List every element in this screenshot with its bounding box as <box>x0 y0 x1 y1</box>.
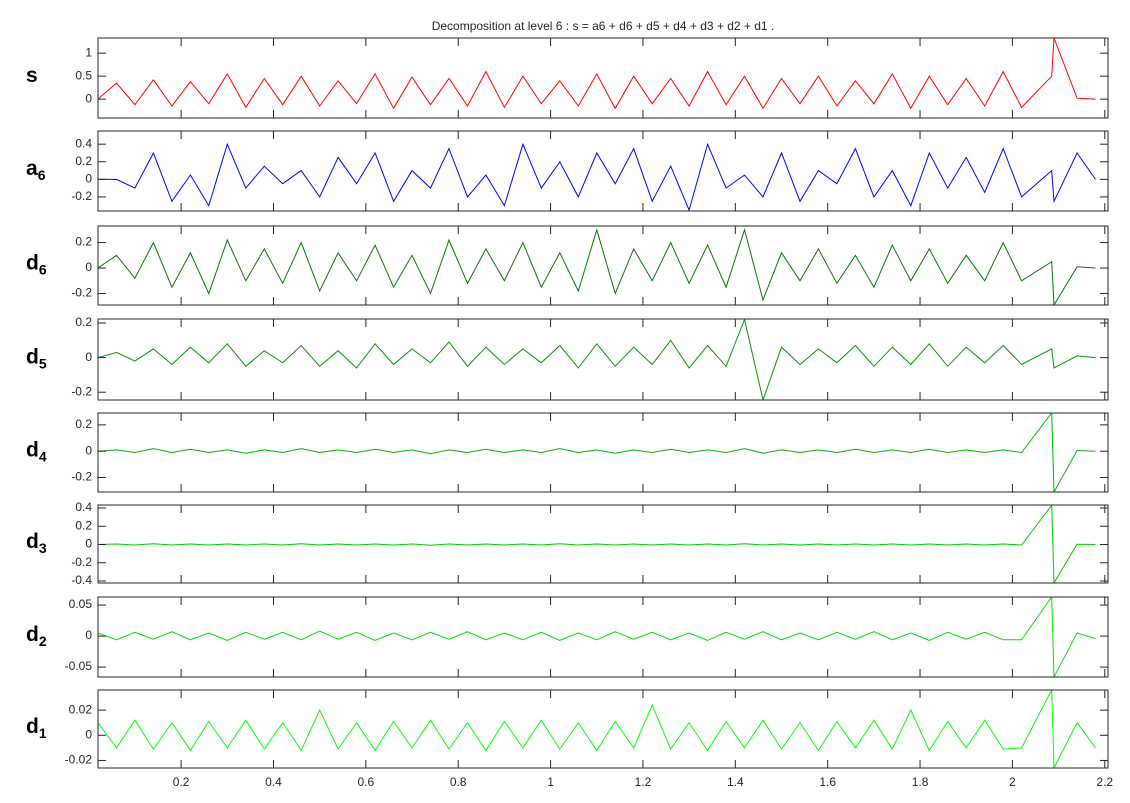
y-tick-label: -0.4 <box>71 573 92 587</box>
panel-label-sub: 6 <box>39 261 47 277</box>
x-tick-label: 2.2 <box>1096 775 1113 789</box>
plot-area <box>98 226 1108 305</box>
axes-box <box>97 225 1109 306</box>
y-tick-label: -0.02 <box>65 753 93 767</box>
y-tick-label: -0.2 <box>71 189 92 203</box>
panel-label: s <box>26 64 38 87</box>
signal-line <box>98 228 1096 305</box>
signal-line <box>98 597 1096 677</box>
x-tick-label: 1.6 <box>819 775 836 789</box>
panel-label-base: d <box>26 715 39 738</box>
y-tick-label: -0.2 <box>71 470 92 484</box>
axes-box <box>97 596 1109 678</box>
plot-area <box>98 413 1108 492</box>
x-tick-label: 0.4 <box>265 775 282 789</box>
panel-label-sub: 1 <box>39 725 47 741</box>
axes-box <box>97 130 1109 212</box>
signal-line <box>98 690 1096 768</box>
chart-title: Decomposition at level 6 : s = a6 + d6 +… <box>432 19 775 33</box>
x-tick-label: 1.8 <box>912 775 929 789</box>
y-tick-label: 0 <box>85 628 92 642</box>
y-tick-label: 1 <box>85 45 92 59</box>
y-tick-label: 0 <box>85 537 92 551</box>
axes-box <box>97 504 1109 584</box>
panel-label: d2 <box>26 623 47 649</box>
y-tick-label: 0.4 <box>75 136 92 150</box>
y-tick-label: -0.2 <box>71 384 92 398</box>
x-tick-label: 2 <box>1009 775 1016 789</box>
panel-label: d5 <box>26 345 47 371</box>
y-tick-label: 0.2 <box>75 315 92 329</box>
y-tick-label: 0.4 <box>75 500 92 514</box>
panel-label-sub: 6 <box>38 167 46 183</box>
y-tick-label: -0.2 <box>71 555 92 569</box>
panel-label-base: d <box>26 623 39 646</box>
panel-label: d6 <box>26 251 47 277</box>
y-tick-label: 0.2 <box>75 235 92 249</box>
signal-line <box>98 142 1096 211</box>
y-tick-label: 0 <box>85 727 92 741</box>
x-tick-label: 1.4 <box>727 775 744 789</box>
y-tick-label: -0.2 <box>71 286 92 300</box>
panel-label: a6 <box>26 157 46 183</box>
y-tick-label: 0.2 <box>75 518 92 532</box>
y-tick-label: 0.02 <box>69 702 93 716</box>
x-tick-label: 1 <box>547 775 554 789</box>
x-tick-label: 0.6 <box>358 775 375 789</box>
y-tick-label: 0 <box>85 443 92 457</box>
panel-label: d4 <box>26 438 47 464</box>
plot-area <box>98 319 1108 400</box>
panel-label: d1 <box>26 715 47 741</box>
signal-line <box>98 505 1096 583</box>
y-tick-label: 0.5 <box>75 68 92 82</box>
y-tick-label: 0 <box>85 172 92 186</box>
axes-box <box>97 318 1109 401</box>
panel-label-sub: 2 <box>39 633 47 649</box>
panel-label-base: d <box>26 530 39 553</box>
panel-label-base: d <box>26 251 39 274</box>
panel-label: d3 <box>26 530 47 556</box>
plot-area <box>98 690 1108 768</box>
panel-label-base: d <box>26 345 39 368</box>
panel-label-base: a <box>26 157 38 180</box>
x-tick-label: 0.8 <box>450 775 467 789</box>
signal-line <box>98 413 1096 492</box>
y-tick-label: -0.05 <box>65 659 93 673</box>
panel-label-sub: 4 <box>39 448 47 464</box>
signal-line <box>98 319 1096 400</box>
axes-box <box>97 37 1109 119</box>
plot-area <box>98 38 1108 118</box>
axes-box <box>97 412 1109 493</box>
panel-label-sub: 5 <box>39 355 47 371</box>
panel-label-base: s <box>26 64 38 87</box>
panel-label-base: d <box>26 438 39 461</box>
y-tick-label: 0 <box>85 350 92 364</box>
x-tick-label: 0.2 <box>173 775 190 789</box>
y-tick-label: 0.2 <box>75 417 92 431</box>
plot-area <box>98 131 1108 211</box>
axes-box <box>97 689 1109 769</box>
y-tick-label: 0 <box>85 91 92 105</box>
panel-label-sub: 3 <box>39 540 47 556</box>
y-tick-label: 0 <box>85 260 92 274</box>
y-tick-label: 0.05 <box>69 597 93 611</box>
y-tick-label: 0.2 <box>75 154 92 168</box>
x-tick-label: 1.2 <box>635 775 652 789</box>
signal-line <box>98 38 1096 110</box>
